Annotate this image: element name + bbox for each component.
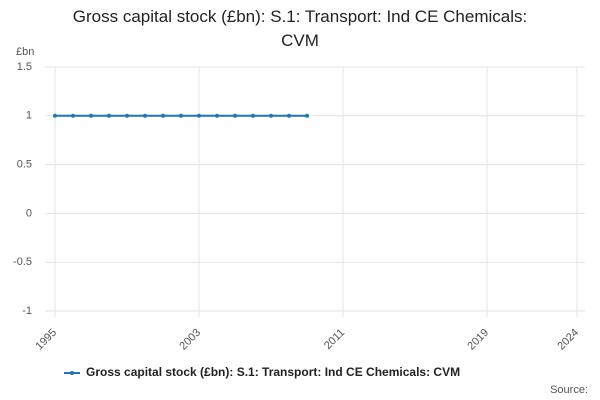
data-point bbox=[269, 113, 273, 118]
y-tick-label: 0 bbox=[26, 207, 32, 219]
data-point bbox=[161, 113, 165, 118]
legend-swatch-dot bbox=[70, 371, 74, 375]
data-point bbox=[107, 113, 111, 118]
data-point bbox=[233, 113, 237, 118]
legend-label: Gross capital stock (£bn): S.1: Transpor… bbox=[86, 365, 460, 379]
chart-title: Gross capital stock (£bn): S.1: Transpor… bbox=[73, 7, 527, 50]
y-tick-label: 0.5 bbox=[17, 159, 32, 171]
data-point bbox=[197, 113, 201, 118]
data-point bbox=[143, 113, 147, 118]
data-point bbox=[305, 113, 309, 118]
data-point bbox=[251, 113, 255, 118]
y-tick-label: -0.5 bbox=[13, 256, 32, 268]
x-tick-label: 2019 bbox=[465, 327, 491, 353]
x-tick-label: 1995 bbox=[33, 327, 59, 353]
x-tick-label: 2011 bbox=[322, 327, 347, 352]
y-tick-label: 1 bbox=[26, 110, 32, 122]
source: Source: bbox=[550, 384, 588, 396]
y-tick-label: -1 bbox=[22, 305, 32, 317]
y-tick-label: 1.5 bbox=[17, 61, 32, 73]
x-tick-label: 2024 bbox=[555, 327, 581, 353]
data-point bbox=[125, 113, 129, 118]
data-point bbox=[287, 113, 291, 118]
data-point bbox=[71, 113, 75, 118]
x-tick-label: 2003 bbox=[177, 327, 203, 353]
y-axis-label: £bn bbox=[16, 46, 34, 58]
data-point bbox=[179, 113, 183, 118]
data-point bbox=[89, 113, 93, 118]
data-point bbox=[215, 113, 219, 118]
data-point bbox=[53, 113, 57, 118]
